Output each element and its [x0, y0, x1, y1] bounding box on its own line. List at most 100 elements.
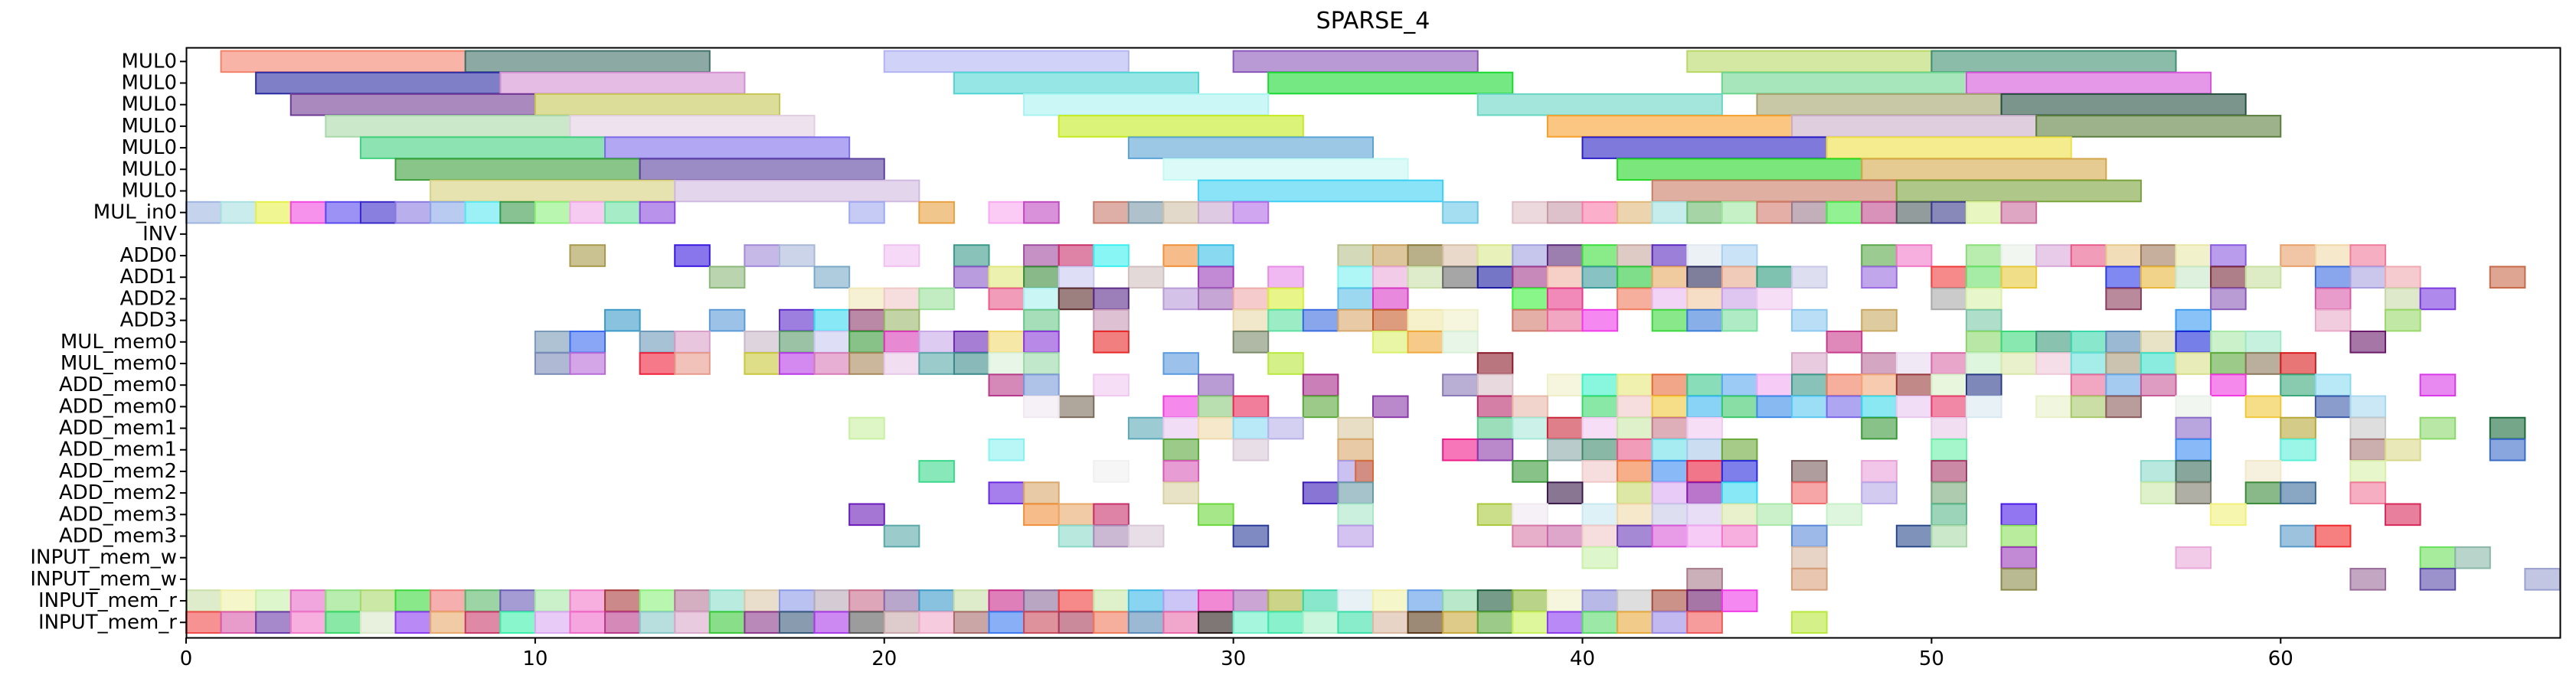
task-bar — [1651, 308, 1688, 332]
task-bar — [779, 611, 816, 634]
task-bar — [953, 71, 1200, 95]
task-bar — [1861, 266, 1898, 289]
task-bar — [744, 589, 780, 612]
task-bar — [1546, 287, 1584, 311]
task-bar — [639, 201, 676, 224]
task-bar — [1721, 308, 1758, 332]
task-bar — [604, 308, 641, 332]
task-bar — [1651, 287, 1688, 311]
task-bar — [988, 352, 1025, 375]
y-tick-label: MUL0 — [122, 179, 178, 202]
task-bar — [883, 524, 920, 548]
task-bar — [1686, 201, 1723, 224]
task-bar — [1546, 416, 1584, 440]
task-bar — [359, 201, 397, 224]
task-bar — [1930, 50, 2177, 73]
task-bar — [325, 201, 361, 224]
x-tick-label: 10 — [522, 647, 548, 670]
task-bar — [953, 244, 990, 267]
task-bar — [1546, 611, 1584, 634]
task-bar — [1093, 201, 1129, 224]
task-bar — [1966, 266, 2002, 289]
y-tick-label: ADD_mem3 — [59, 525, 177, 548]
task-bar — [2175, 395, 2212, 419]
y-tick-label: INPUT_mem_w — [30, 568, 177, 591]
task-bar — [639, 158, 885, 181]
task-bar — [1686, 524, 1723, 548]
task-bar — [1686, 308, 1723, 332]
task-bar — [1791, 352, 1828, 375]
task-bar — [1617, 460, 1653, 483]
x-axis-ticks: 0 10 20 30 40 50 60 — [180, 637, 2293, 670]
task-bar — [1162, 201, 1200, 224]
task-bar — [2280, 524, 2316, 548]
task-bar — [883, 352, 920, 375]
y-tick-label: ADD_mem2 — [59, 481, 177, 504]
task-bar — [1581, 546, 1619, 569]
task-bar — [1302, 589, 1339, 612]
task-bar — [1058, 524, 1095, 548]
task-bar — [2175, 460, 2212, 483]
task-bar — [1512, 416, 1548, 440]
task-bar — [2385, 266, 2421, 289]
task-bar — [1058, 589, 1095, 612]
task-bar — [1058, 287, 1095, 311]
task-bar — [1581, 524, 1619, 548]
task-bar — [1617, 201, 1653, 224]
task-bar — [1791, 568, 1828, 591]
task-bar — [1546, 481, 1584, 504]
task-bar — [1058, 395, 1095, 419]
task-bar — [988, 287, 1025, 311]
task-bar — [1058, 503, 1095, 527]
task-bar — [1930, 287, 1968, 311]
task-bar — [1302, 395, 1339, 419]
task-bar — [1023, 395, 1060, 419]
task-bar — [1966, 330, 2002, 354]
task-bar — [220, 589, 257, 612]
task-bar — [1267, 71, 1514, 95]
task-bar — [1198, 503, 1234, 527]
task-bar — [1686, 416, 1723, 440]
task-bar — [534, 201, 571, 224]
task-bar — [813, 330, 851, 354]
task-bar — [1198, 266, 1234, 289]
task-bar — [604, 589, 641, 612]
task-bar — [848, 416, 885, 440]
task-bar — [779, 589, 816, 612]
task-bar — [255, 611, 292, 634]
task-bar — [499, 589, 536, 612]
task-bar — [2175, 416, 2212, 440]
task-bar — [2140, 352, 2177, 375]
task-bar — [464, 611, 502, 634]
y-axis-labels: MUL0MUL0MUL0MUL0MUL0MUL0MUL0MUL_in0INVAD… — [30, 50, 186, 634]
bars-layer — [185, 50, 2561, 634]
task-bar — [1162, 395, 1200, 419]
task-bar — [325, 115, 571, 138]
task-bar — [1127, 416, 1165, 440]
task-bar — [1895, 524, 1933, 548]
task-bar — [1966, 201, 2002, 224]
task-bar — [1546, 266, 1584, 289]
task-bar — [1826, 373, 1863, 396]
task-bar — [1512, 395, 1548, 419]
task-bar — [1756, 503, 1793, 527]
task-bar — [1093, 524, 1129, 548]
task-bar — [953, 266, 990, 289]
task-bar — [1302, 611, 1339, 634]
task-bar — [1372, 330, 1409, 354]
task-bar — [1093, 287, 1129, 311]
task-bar — [1617, 481, 1653, 504]
task-bar — [1023, 330, 1060, 354]
task-bar — [499, 611, 536, 634]
task-bar — [1093, 460, 1129, 483]
task-bar — [1198, 287, 1234, 311]
task-bar — [1546, 201, 1584, 224]
task-bar — [2314, 308, 2352, 332]
task-bar — [1302, 308, 1339, 332]
task-bar — [2140, 460, 2177, 483]
task-bar — [2349, 438, 2387, 461]
task-bar — [1058, 266, 1095, 289]
task-bar — [2105, 373, 2142, 396]
task-bar — [1267, 308, 1304, 332]
